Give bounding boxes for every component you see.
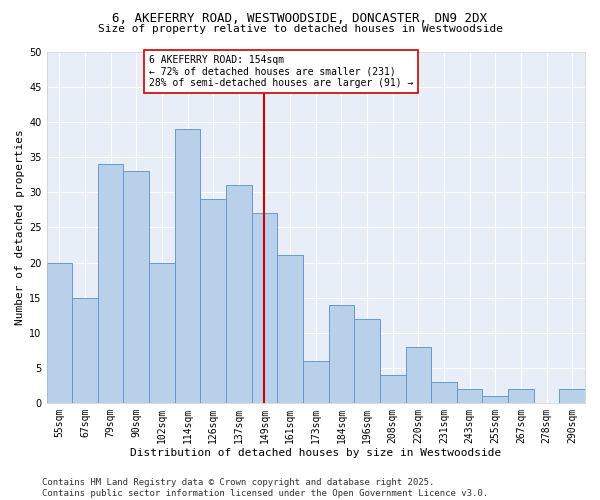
- Bar: [98, 164, 124, 403]
- Bar: [457, 389, 482, 403]
- Y-axis label: Number of detached properties: Number of detached properties: [15, 130, 25, 325]
- Bar: [559, 389, 585, 403]
- Bar: [380, 375, 406, 403]
- Bar: [303, 361, 329, 403]
- Text: Size of property relative to detached houses in Westwoodside: Size of property relative to detached ho…: [97, 24, 503, 34]
- Bar: [406, 347, 431, 403]
- Bar: [277, 256, 303, 403]
- X-axis label: Distribution of detached houses by size in Westwoodside: Distribution of detached houses by size …: [130, 448, 502, 458]
- Bar: [200, 199, 226, 403]
- Bar: [149, 262, 175, 403]
- Bar: [175, 129, 200, 403]
- Bar: [124, 171, 149, 403]
- Bar: [329, 304, 354, 403]
- Bar: [482, 396, 508, 403]
- Bar: [251, 214, 277, 403]
- Bar: [47, 262, 72, 403]
- Bar: [72, 298, 98, 403]
- Bar: [354, 319, 380, 403]
- Bar: [508, 389, 534, 403]
- Bar: [431, 382, 457, 403]
- Text: 6, AKEFERRY ROAD, WESTWOODSIDE, DONCASTER, DN9 2DX: 6, AKEFERRY ROAD, WESTWOODSIDE, DONCASTE…: [113, 12, 487, 24]
- Bar: [226, 185, 251, 403]
- Text: 6 AKEFERRY ROAD: 154sqm
← 72% of detached houses are smaller (231)
28% of semi-d: 6 AKEFERRY ROAD: 154sqm ← 72% of detache…: [149, 55, 413, 88]
- Text: Contains HM Land Registry data © Crown copyright and database right 2025.
Contai: Contains HM Land Registry data © Crown c…: [42, 478, 488, 498]
